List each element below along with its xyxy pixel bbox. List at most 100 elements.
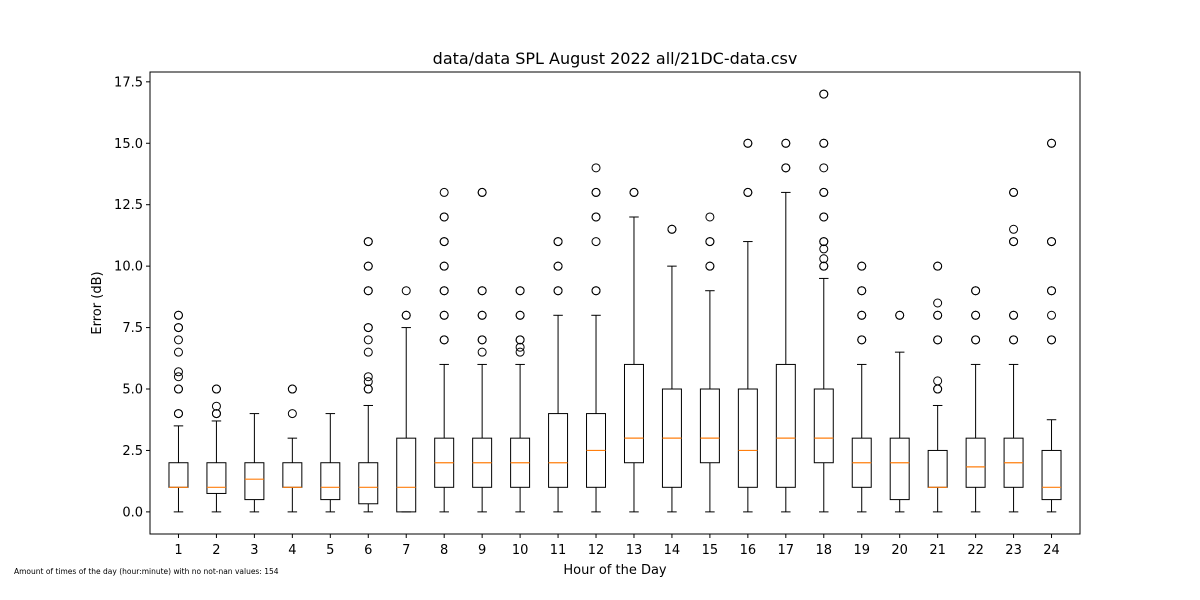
outlier-point (1009, 187, 1019, 197)
x-tick-label: 16 (740, 543, 757, 558)
outlier-point (439, 286, 449, 296)
outlier-point (819, 254, 829, 264)
x-tick-label: 23 (1005, 543, 1022, 558)
outlier-point (819, 89, 829, 99)
outlier-point (173, 335, 183, 345)
outlier-point (819, 212, 829, 222)
box-hour-23 (1003, 187, 1024, 513)
outlier-point (173, 323, 183, 333)
x-tick-label: 3 (250, 543, 258, 558)
outlier-point (363, 261, 373, 271)
box-hour-11 (548, 237, 569, 513)
outlier-point (743, 187, 753, 197)
outlier-point (287, 409, 297, 419)
outlier-point (439, 237, 449, 247)
outlier-point (591, 187, 601, 197)
outlier-point (211, 384, 221, 394)
box-hour-22 (965, 286, 986, 513)
y-tick-label: 0.0 (122, 505, 143, 520)
outlier-point (591, 212, 601, 222)
outlier-point (363, 323, 373, 333)
outlier-point (211, 409, 221, 419)
y-axis-label: Error (dB) (90, 271, 105, 334)
chart-title: data/data SPL August 2022 all/21DC-data.… (433, 49, 798, 68)
box-hour-14 (661, 224, 682, 513)
y-tick-label: 17.5 (114, 75, 143, 90)
outlier-point (363, 237, 373, 247)
outlier-point (857, 286, 867, 296)
outlier-point (857, 261, 867, 271)
box-iqr (1041, 449, 1062, 501)
outlier-point (477, 310, 487, 320)
x-tick-label: 9 (478, 543, 486, 558)
box-hour-13 (623, 187, 644, 513)
outlier-point (1047, 310, 1057, 320)
x-tick-label: 11 (550, 543, 567, 558)
box-hour-18 (813, 89, 834, 513)
outlier-point (743, 138, 753, 148)
box-hour-5 (320, 413, 341, 513)
y-tick-label: 5.0 (122, 383, 143, 398)
box-iqr (358, 462, 379, 505)
box-iqr (775, 363, 796, 488)
box-hour-9 (472, 187, 493, 513)
box-hour-17 (775, 138, 796, 513)
outlier-point (553, 261, 563, 271)
y-tick-label: 15.0 (114, 137, 143, 152)
outlier-point (819, 138, 829, 148)
outlier-point (933, 376, 943, 386)
box-hour-16 (737, 138, 758, 513)
outlier-point (1009, 310, 1019, 320)
outlier-point (515, 342, 525, 352)
outlier-point (629, 187, 639, 197)
y-tick-label: 12.5 (114, 198, 143, 213)
box-hour-12 (586, 163, 607, 513)
outlier-point (591, 237, 601, 247)
y-tick-label: 10.0 (114, 260, 143, 275)
box-hour-3 (244, 413, 265, 513)
outlier-point (515, 347, 525, 357)
outlier-point (363, 384, 373, 394)
y-tick-label: 2.5 (122, 444, 143, 459)
outlier-point (173, 384, 183, 394)
outlier-point (781, 138, 791, 148)
x-tick-label: 6 (364, 543, 372, 558)
outlier-point (401, 310, 411, 320)
outlier-point (515, 335, 525, 345)
outlier-point (477, 286, 487, 296)
outlier-point (819, 163, 829, 173)
box-hour-19 (851, 261, 872, 513)
outlier-point (439, 335, 449, 345)
outlier-point (1047, 138, 1057, 148)
outlier-point (173, 409, 183, 419)
x-tick-label: 13 (626, 543, 643, 558)
x-tick-label: 24 (1043, 543, 1060, 558)
x-tick-label: 20 (891, 543, 908, 558)
axes-frame (149, 71, 1081, 535)
outlier-point (591, 163, 601, 173)
box-iqr (206, 462, 227, 494)
outlier-point (477, 187, 487, 197)
outlier-point (173, 347, 183, 357)
outlier-point (667, 224, 677, 234)
outlier-point (857, 335, 867, 345)
outlier-point (819, 187, 829, 197)
box-iqr (737, 388, 758, 488)
outlier-point (439, 212, 449, 222)
footnote-text: Amount of times of the day (hour:minute)… (14, 567, 279, 576)
box-iqr (244, 462, 265, 501)
x-tick-label: 17 (778, 543, 795, 558)
outlier-point (477, 347, 487, 357)
x-tick-label: 12 (588, 543, 605, 558)
y-tick-label: 7.5 (122, 321, 143, 336)
outlier-point (971, 286, 981, 296)
x-tick-label: 4 (288, 543, 296, 558)
x-tick-label: 8 (440, 543, 448, 558)
outlier-point (363, 335, 373, 345)
outlier-point (819, 261, 829, 271)
box-hour-4 (282, 384, 303, 513)
outlier-point (1047, 237, 1057, 247)
outlier-point (819, 244, 829, 254)
